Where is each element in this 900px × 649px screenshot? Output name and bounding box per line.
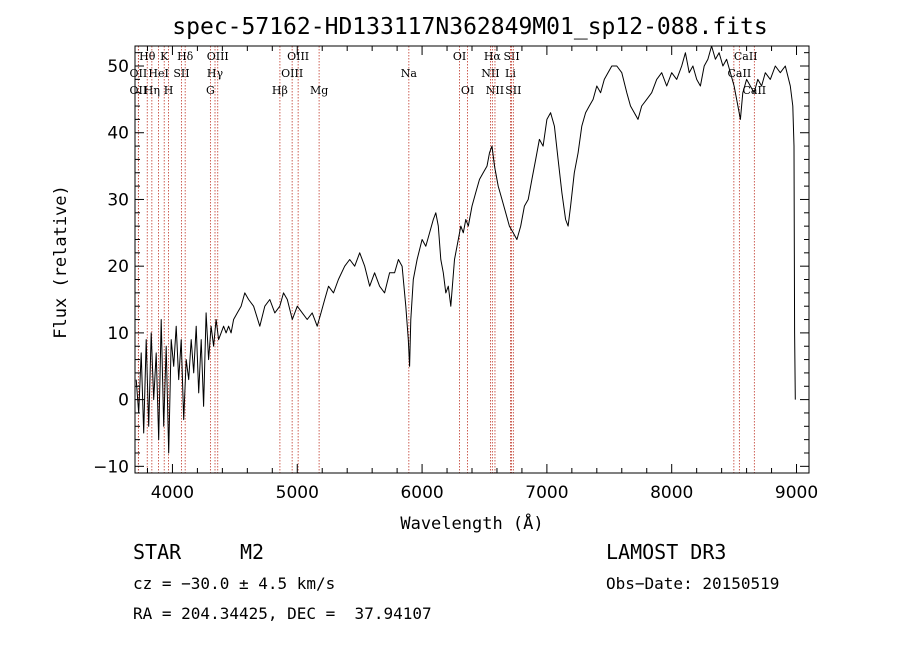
survey-name: LAMOST DR3 [606, 540, 727, 564]
line-label: Hη [144, 84, 160, 97]
line-label: K [160, 50, 169, 63]
chart-title: spec-57162-HD133117N362849M01_sp12-088.f… [172, 14, 767, 40]
x-tick-label: 4000 [151, 483, 194, 503]
object-class: STAR [133, 540, 182, 564]
line-label: Hθ [139, 50, 156, 63]
x-tick-label: 9000 [775, 483, 818, 503]
series-group [135, 45, 796, 454]
y-tick-label: 20 [107, 257, 129, 277]
x-tick-label: 6000 [400, 483, 443, 503]
obs-date: Obs−Date: 20150519 [606, 574, 780, 593]
x-tick-label: 5000 [276, 483, 319, 503]
line-label: Hδ [177, 50, 194, 63]
line-label: SII [173, 67, 189, 80]
line-label: G [206, 84, 215, 97]
line-label: CaII [734, 50, 758, 63]
object-subclass: M2 [240, 540, 265, 564]
redshift-cz: cz = −30.0 ± 4.5 km/s [133, 574, 336, 593]
line-label: OIII [207, 50, 229, 63]
line-label: NII [486, 84, 504, 97]
y-tick-label: −10 [93, 457, 129, 477]
line-label: OII [130, 84, 148, 97]
spectrum-chart: spec-57162-HD133117N362849M01_sp12-088.f… [51, 14, 818, 534]
line-label: HeI [148, 67, 168, 80]
y-tick-label: 0 [118, 391, 129, 411]
axis-ticks: 4000 5000 6000 7000 8000 9000 −10 0 10 20 30 40 50 [93, 46, 818, 503]
x-tick-label: 8000 [650, 483, 693, 503]
line-label: Hβ [272, 84, 288, 97]
coordinates: RA = 204.34425, DEC = 37.94107 [133, 604, 432, 623]
plot-frame [134, 45, 810, 474]
line-label: CaII [728, 67, 752, 80]
y-tick-label: 40 [107, 124, 129, 144]
x-tick-label: 7000 [525, 483, 568, 503]
y-tick-label: 10 [107, 324, 129, 344]
line-label: H [164, 84, 174, 97]
y-tick-label: 50 [107, 57, 129, 77]
y-tick-label: 30 [107, 190, 129, 210]
line-label: SII [505, 84, 521, 97]
line-label: SII [503, 50, 519, 63]
line-label: OIII [287, 50, 309, 63]
line-label: Li [505, 67, 516, 80]
line-label: OI [461, 84, 474, 97]
line-label: Hγ [207, 67, 224, 80]
line-label: Hα [484, 50, 502, 63]
line-label: Na [401, 67, 418, 80]
line-label: OIII [281, 67, 303, 80]
line-label: NII [481, 67, 499, 80]
line-markers: HθOIIOIIHeIHηKHSIIHδGHγOIIIHβOIIIOIIIMgN… [130, 46, 766, 473]
line-label: Mg [310, 84, 328, 97]
line-label: OI [453, 50, 466, 63]
x-axis-label: Wavelength (Å) [400, 512, 543, 534]
y-axis-label: Flux (relative) [51, 185, 71, 339]
spectrum-line [135, 45, 796, 454]
